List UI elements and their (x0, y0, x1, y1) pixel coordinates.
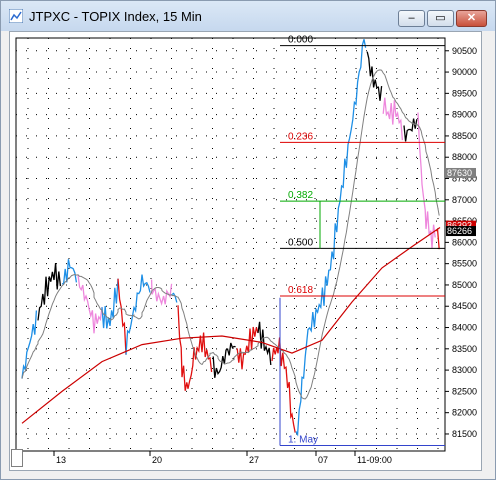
window-title: JTPXC - TOPIX Index, 15 Min (29, 9, 202, 24)
long-moving-average (21, 227, 441, 424)
price-series-segment (101, 278, 119, 329)
maximize-button[interactable]: ▭ (427, 10, 454, 27)
price-series-segment (125, 274, 151, 355)
price-series-segment (77, 274, 103, 334)
y-tick-label: 85000 (452, 280, 477, 290)
minimize-button[interactable]: – (398, 10, 425, 27)
price-tag-label: 86266 (447, 226, 472, 236)
y-tick-label: 82500 (452, 386, 477, 396)
y-tick-label: 88500 (452, 131, 477, 141)
price-series-segment (257, 321, 272, 366)
y-tick-label: 83000 (452, 365, 477, 375)
close-icon: ✕ (466, 12, 477, 24)
price-tag (446, 220, 476, 231)
price-series-segment (403, 118, 418, 142)
price-tag (446, 167, 476, 178)
y-tick-label: 81500 (452, 429, 477, 439)
fib-level-label: 0.382 (288, 190, 313, 201)
price-series-segment (382, 97, 404, 141)
y-tick-label: 84500 (452, 301, 477, 311)
y-tick-label: 90000 (452, 67, 477, 77)
title-bar[interactable]: JTPXC - TOPIX Index, 15 Min – ▭ ✕ (1, 1, 495, 31)
maximize-icon: ▭ (435, 12, 446, 24)
chart-frame: 81500 82000 82500 83000 83500 84000 84500 85000… (9, 31, 482, 471)
close-button[interactable]: ✕ (456, 10, 487, 27)
price-series-segment (37, 262, 62, 321)
price-series-segment (295, 39, 367, 437)
y-tick-label: 86000 (452, 237, 477, 247)
price-tag (446, 226, 476, 237)
price-series-segment (271, 337, 296, 433)
fib-level-label: 0.000 (288, 35, 313, 46)
fib-level-label: 0.236 (288, 131, 313, 142)
x-tick-label: 11-09:00 (357, 455, 392, 465)
fib-level-label: 0.618 (288, 285, 313, 296)
y-tick-label: 87000 (452, 195, 477, 205)
y-tick-label: 84000 (452, 323, 477, 333)
price-series-segment (177, 305, 213, 391)
fib-level-label: 0.500 (288, 237, 313, 248)
price-series-segment (61, 259, 78, 285)
plot-border (15, 37, 446, 452)
y-tick-label: 87500 (452, 174, 477, 184)
price-series-segment (435, 229, 440, 250)
price-tag-label: 86393 (447, 221, 472, 231)
y-tick-label: 85500 (452, 259, 477, 269)
chart-scroll-handle[interactable] (11, 449, 23, 467)
chart-app-icon (9, 9, 23, 23)
y-tick-label: 83500 (452, 344, 477, 354)
price-tag-label: 87630 (447, 168, 472, 178)
short-moving-average (21, 69, 440, 400)
price-series-segment (150, 279, 173, 306)
y-tick-label: 90500 (452, 46, 477, 56)
minimize-icon: – (408, 12, 415, 24)
x-tick-label: 20 (152, 455, 162, 465)
x-tick-label: 07 (318, 455, 328, 465)
price-series-segment (171, 292, 178, 303)
y-tick-label: 89000 (452, 110, 477, 120)
price-chart[interactable]: 81500 82000 82500 83000 83500 84000 84500 85000… (10, 32, 481, 470)
price-series-segment (117, 278, 127, 355)
price-series-segment (366, 51, 383, 101)
x-tick-label: 27 (249, 455, 259, 465)
fib-level-label: 1. May (288, 434, 318, 445)
price-series-segment (21, 310, 38, 379)
y-tick-label: 88000 (452, 152, 477, 162)
y-tick-label: 82000 (452, 408, 477, 418)
y-tick-label: 89500 (452, 88, 477, 98)
x-tick-label: 13 (56, 455, 66, 465)
